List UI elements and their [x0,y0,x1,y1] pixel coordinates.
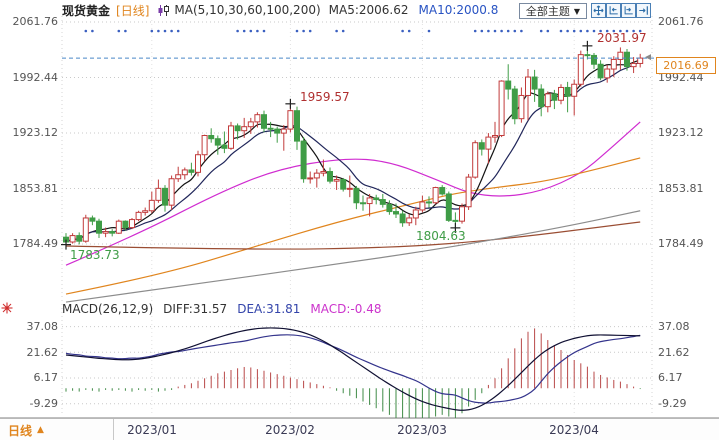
y-axis-label: 2061.76 [658,15,704,28]
pan-crosshair-button[interactable] [591,3,606,18]
price-annotation-low: 1783.73 [70,248,120,262]
ma5-value-label: MA5:2006.62 [328,3,409,17]
macd-axis-label: -9.29 [29,397,58,410]
chart-header: 现货黄金 [日线] MA(5,10,30,60,100,200) MA5:200… [62,2,498,18]
macd-value-label: MACD:-0.48 [310,302,382,316]
arrow-to-bar-icon [639,6,648,15]
y-axis-label: 1784.49 [658,237,704,250]
crosshair-move-icon [593,5,604,16]
y-axis-label: 1853.81 [12,182,59,195]
diff-value-label: DIFF:31.57 [163,302,228,316]
macd-axis-label: 37.08 [658,320,690,333]
ma-params-label: MA(5,10,30,60,100,200) [174,3,321,17]
chevron-down-icon: ▼ [573,6,581,16]
candlestick-legend-icon [157,4,170,17]
y-axis-label: 1784.49 [12,237,59,250]
y-axis-label: 1923.12 [658,126,704,139]
range-right-icon [624,6,633,15]
period-tab-label: 日线 [8,423,33,438]
theme-dropdown-label: 全部主题 [525,5,570,18]
theme-dropdown[interactable]: 全部主题 ▼ [519,3,587,19]
macd-axis-label: 6.17 [658,371,683,384]
period-tag: [日线] [116,3,150,18]
price-annotation-high: 2031.97 [597,31,647,45]
range-left-button[interactable] [606,3,621,18]
last-price-badge: 2016.69 [656,57,716,74]
triangle-up-icon: ▲ [37,425,44,435]
macd-header: MACD(26,12,9) DIFF:31.57 DEA:31.81 MACD:… [62,302,381,316]
macd-axis-label: 21.62 [26,346,59,359]
x-axis-label: 2023/04 [549,423,599,437]
price-annotation-high: 1959.57 [300,90,350,104]
instrument-title: 现货黄金 [62,3,111,18]
x-axis-label: 2023/02 [265,423,315,437]
ma10-value-label: MA10:2000.8 [418,3,499,17]
y-axis-label: 2061.76 [12,15,59,28]
jump-to-latest-button[interactable] [636,3,651,18]
y-axis-label: 1923.12 [12,126,59,139]
macd-axis-label: 21.62 [658,346,690,359]
x-axis-label: 2023/03 [397,423,447,437]
y-axis-label: 1992.44 [658,71,704,84]
y-axis-label: 1992.44 [12,71,59,84]
macd-axis-label: 37.08 [26,320,59,333]
price-annotation-low: 1804.63 [416,229,466,243]
tab-daily-period[interactable]: 日线 ▲ [0,419,114,440]
indicator-flower-icon[interactable] [1,299,13,318]
range-right-button[interactable] [621,3,636,18]
macd-axis-label: -9.29 [658,397,687,410]
macd-axis-label: 6.17 [33,371,59,384]
x-axis-label: 2023/01 [127,423,177,437]
dea-value-label: DEA:31.81 [237,302,301,316]
macd-params-label: MACD(26,12,9) [62,302,154,316]
time-axis-bar: 日线 ▲ 2023/01 2023/02 2023/03 2023/04 [0,418,719,440]
y-axis-label: 1853.81 [658,182,704,195]
range-left-icon [609,6,618,15]
